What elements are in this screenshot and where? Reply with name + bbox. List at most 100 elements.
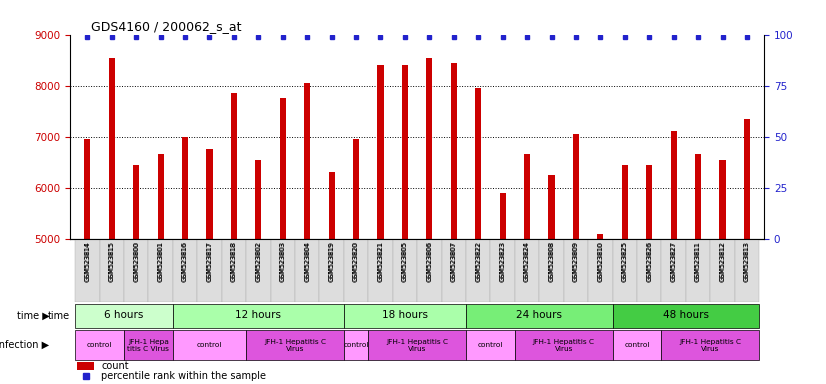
Bar	[75, 238, 99, 302]
Text: GSM523817: GSM523817	[206, 240, 212, 281]
Text: GSM523814: GSM523814	[84, 240, 90, 281]
Bar	[344, 238, 368, 302]
Text: GSM523811: GSM523811	[695, 240, 701, 281]
Text: GSM523827: GSM523827	[671, 240, 676, 281]
Text: GSM523826: GSM523826	[646, 242, 653, 282]
Text: 18 hours: 18 hours	[382, 310, 428, 320]
Bar	[124, 330, 173, 361]
Bar	[84, 139, 90, 238]
Bar	[173, 330, 246, 361]
Bar	[442, 238, 466, 302]
Bar	[491, 238, 515, 302]
Bar	[368, 238, 392, 302]
Text: GSM523827: GSM523827	[671, 242, 676, 282]
Bar	[597, 233, 604, 238]
Bar	[271, 238, 295, 302]
Text: GSM523811: GSM523811	[695, 242, 701, 282]
Bar	[573, 134, 579, 238]
Text: GSM523826: GSM523826	[646, 240, 653, 281]
Bar	[466, 330, 515, 361]
Text: GSM523814: GSM523814	[84, 242, 90, 282]
Bar	[466, 304, 613, 328]
Text: GSM523810: GSM523810	[597, 240, 603, 281]
Text: control: control	[624, 342, 650, 348]
Bar	[710, 238, 735, 302]
Bar	[329, 172, 335, 238]
Bar	[173, 238, 197, 302]
Bar	[466, 238, 491, 302]
Text: JFH-1 Hepa
titis C Virus: JFH-1 Hepa titis C Virus	[127, 339, 169, 352]
Text: GSM523821: GSM523821	[377, 240, 383, 281]
Text: GSM523812: GSM523812	[719, 240, 725, 281]
Text: percentile rank within the sample: percentile rank within the sample	[102, 371, 267, 381]
Text: GSM523825: GSM523825	[622, 242, 628, 282]
Bar	[637, 238, 662, 302]
Text: GSM523806: GSM523806	[426, 242, 432, 282]
Bar	[124, 238, 149, 302]
Text: GSM523816: GSM523816	[182, 242, 188, 282]
Bar	[206, 149, 212, 238]
Text: GSM523818: GSM523818	[231, 240, 237, 281]
Bar	[426, 58, 432, 238]
Text: count: count	[102, 361, 129, 371]
Text: GSM523821: GSM523821	[377, 242, 383, 282]
Text: GSM523824: GSM523824	[524, 242, 530, 282]
Text: GSM523803: GSM523803	[280, 242, 286, 282]
Text: GSM523801: GSM523801	[158, 242, 164, 282]
Text: GSM523804: GSM523804	[304, 242, 311, 282]
Bar	[392, 238, 417, 302]
Text: GSM523816: GSM523816	[182, 240, 188, 281]
Text: JFH-1 Hepatitis C
Virus: JFH-1 Hepatitis C Virus	[264, 339, 326, 352]
Bar	[368, 330, 466, 361]
Bar	[246, 238, 271, 302]
Text: GSM523806: GSM523806	[426, 240, 432, 281]
Bar	[99, 238, 124, 302]
Text: GSM523805: GSM523805	[402, 240, 408, 281]
Text: GSM523823: GSM523823	[500, 242, 506, 282]
Text: JFH-1 Hepatitis C
Virus: JFH-1 Hepatitis C Virus	[386, 339, 449, 352]
Text: GSM523822: GSM523822	[475, 240, 482, 281]
Bar	[500, 193, 506, 238]
Bar	[109, 58, 115, 238]
Bar	[197, 238, 221, 302]
Bar	[613, 330, 662, 361]
Text: GDS4160 / 200062_s_at: GDS4160 / 200062_s_at	[91, 20, 241, 33]
Bar	[77, 362, 94, 370]
Bar	[304, 83, 311, 238]
Bar	[719, 159, 725, 238]
Bar	[588, 238, 613, 302]
Text: GSM523807: GSM523807	[451, 240, 457, 281]
Bar	[377, 65, 383, 238]
Text: GSM523818: GSM523818	[231, 242, 237, 282]
Bar	[744, 119, 750, 238]
Bar	[671, 131, 676, 238]
Bar	[622, 165, 628, 238]
Text: GSM523809: GSM523809	[573, 240, 579, 281]
Bar	[173, 304, 344, 328]
Text: GSM523819: GSM523819	[329, 242, 335, 282]
Text: GSM523822: GSM523822	[475, 242, 482, 282]
Text: GSM523807: GSM523807	[451, 242, 457, 282]
Text: control: control	[477, 342, 503, 348]
Bar	[662, 330, 759, 361]
Text: GSM523820: GSM523820	[353, 242, 359, 282]
Text: GSM523809: GSM523809	[573, 242, 579, 282]
Text: 6 hours: 6 hours	[104, 310, 144, 320]
Bar	[344, 304, 466, 328]
Bar	[149, 238, 173, 302]
Bar	[613, 304, 759, 328]
Text: GSM523808: GSM523808	[548, 240, 554, 281]
Text: GSM523800: GSM523800	[133, 240, 139, 281]
Text: JFH-1 Hepatitis C
Virus: JFH-1 Hepatitis C Virus	[533, 339, 595, 352]
Bar	[524, 154, 530, 238]
Bar	[246, 330, 344, 361]
Text: GSM523802: GSM523802	[255, 242, 261, 282]
Bar	[133, 165, 140, 238]
Bar	[295, 238, 320, 302]
Text: GSM523808: GSM523808	[548, 242, 554, 282]
Bar	[221, 238, 246, 302]
Text: 48 hours: 48 hours	[663, 310, 709, 320]
Bar	[344, 330, 368, 361]
Bar	[417, 238, 442, 302]
Text: GSM523801: GSM523801	[158, 240, 164, 281]
